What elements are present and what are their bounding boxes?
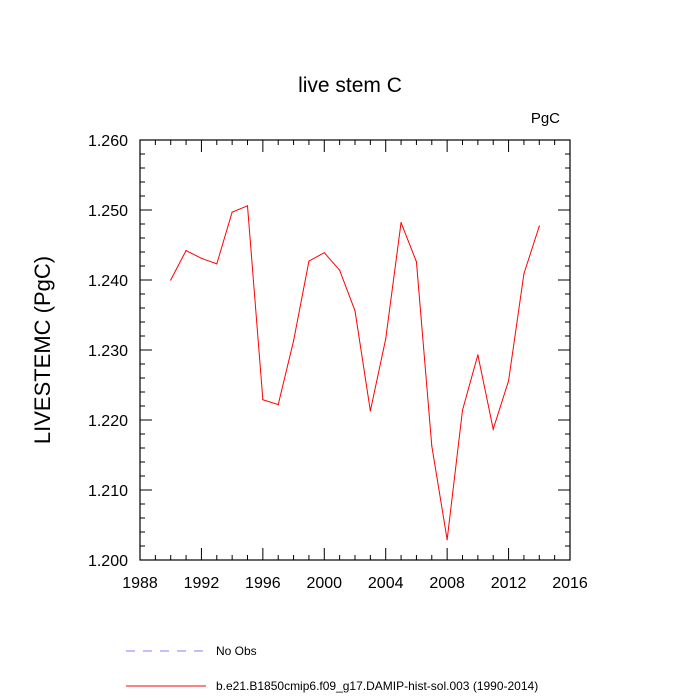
data-point (431, 445, 433, 447)
y-tick-label: 1.240 (88, 273, 128, 290)
data-point (292, 340, 295, 342)
legend-label: No Obs (216, 644, 257, 658)
data-point (231, 211, 233, 213)
y-tick-label: 1.230 (88, 343, 128, 360)
data-point (323, 252, 325, 254)
x-tick-label: 2008 (429, 575, 465, 592)
chart-title: live stem C (298, 74, 402, 97)
y-tick-label: 1.220 (88, 413, 128, 430)
data-point (523, 273, 525, 275)
x-tick-label: 2016 (552, 575, 588, 592)
data-point (170, 279, 172, 281)
data-point (246, 205, 249, 207)
data-point (339, 269, 341, 271)
data-point (262, 399, 264, 401)
y-tick-label: 1.210 (88, 483, 128, 500)
data-point (446, 539, 448, 541)
data-point (200, 257, 203, 259)
data-point (415, 261, 418, 263)
data-point (477, 354, 479, 356)
axis-tick-labels: 1988 1992 1996 2000 2004 2008 2012 2016 1.200 1.2… (88, 133, 588, 592)
series-line (170, 205, 540, 540)
data-point (461, 409, 464, 411)
x-tick-label: 2004 (368, 575, 404, 592)
legend: No Obs b.e21.B1850cmip6.f09_g17.DAMIP-his… (126, 644, 538, 693)
data-point (354, 310, 356, 312)
data-point (385, 338, 387, 340)
x-tick-label: 2012 (491, 575, 527, 592)
x-tick-label: 1996 (245, 575, 281, 592)
data-point (369, 410, 371, 412)
data-point (492, 428, 494, 430)
y-tick-label: 1.260 (88, 133, 128, 150)
y-tick-label: 1.200 (88, 553, 128, 570)
data-point (185, 250, 187, 252)
units-label: PgC (531, 110, 560, 127)
y-axis-label: LIVESTEMC (PgC) (30, 256, 55, 444)
axis-ticks (139, 139, 571, 561)
data-point (277, 404, 279, 406)
data-point (507, 380, 510, 382)
data-point (308, 260, 310, 262)
x-tick-label: 1988 (122, 575, 158, 592)
series-layer (170, 205, 540, 541)
y-tick-label: 1.250 (88, 203, 128, 220)
x-tick-label: 2000 (306, 575, 342, 592)
data-point (216, 263, 218, 265)
data-point (400, 222, 402, 224)
plot-frame (139, 139, 571, 561)
data-point (538, 225, 540, 227)
x-tick-label: 1992 (184, 575, 220, 592)
legend-label: b.e21.B1850cmip6.f09_g17.DAMIP-hist-sol.… (216, 679, 538, 693)
